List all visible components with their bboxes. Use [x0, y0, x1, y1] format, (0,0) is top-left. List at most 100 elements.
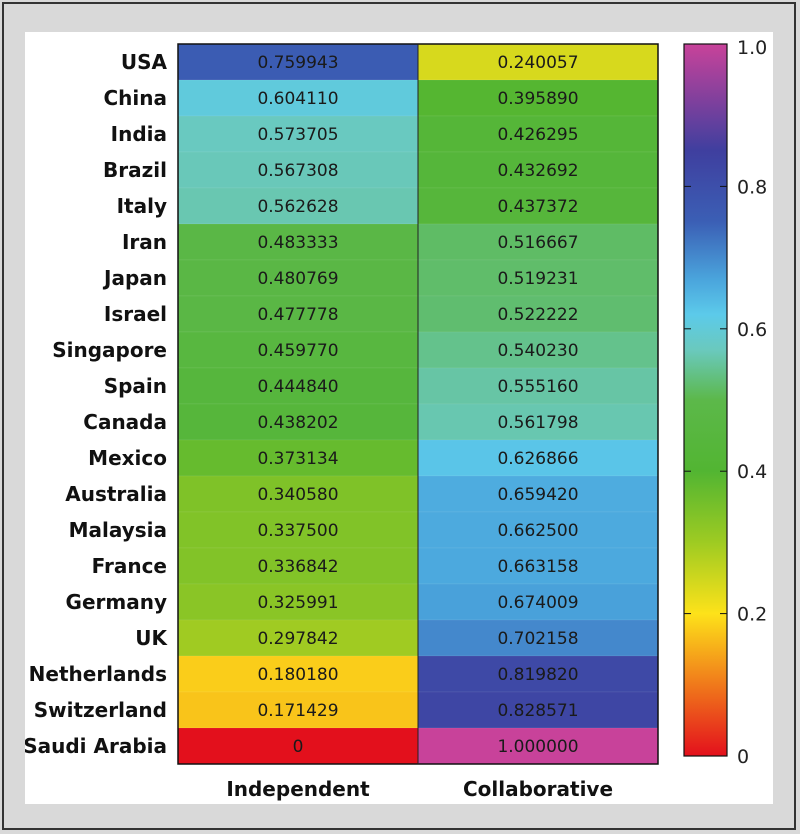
cell-value-label: 0.519231 — [497, 269, 578, 289]
heatmap-cell — [177, 187, 419, 225]
cell-value-label: 0.480769 — [257, 269, 338, 289]
cell-value-label: 0.516667 — [497, 233, 578, 253]
cell-value-label: 0.555160 — [497, 377, 578, 397]
row-label: Spain — [104, 374, 167, 398]
colorbar-tick-label: 0.8 — [737, 176, 767, 198]
cell-value-label: 0.540230 — [497, 341, 578, 361]
cell-value-label: 0.240057 — [497, 53, 578, 73]
cell-value-label: 0.663158 — [497, 557, 578, 577]
row-label: China — [103, 86, 167, 110]
cell-value-label: 0.674009 — [497, 593, 578, 613]
colorbar-tick-label: 1.0 — [737, 37, 767, 59]
row-label: India — [111, 122, 167, 146]
cell-value-label: 0.759943 — [257, 53, 338, 73]
row-label: Singapore — [52, 338, 167, 362]
cell-value-label: 0.567308 — [257, 161, 338, 181]
heatmap-cell — [417, 727, 659, 765]
heatmap-cell — [177, 511, 419, 549]
row-label: France — [92, 554, 167, 578]
heatmap-cell — [177, 367, 419, 405]
heatmap-cell — [177, 151, 419, 189]
cell-value-label: 0.437372 — [497, 197, 578, 217]
row-label: UK — [135, 626, 168, 650]
row-label: Mexico — [88, 446, 167, 470]
cell-value-label: 0.659420 — [497, 485, 578, 505]
heatmap-cell — [177, 727, 419, 765]
row-label: Japan — [102, 266, 167, 290]
cell-value-label: 0.522222 — [497, 305, 578, 325]
heatmap-cell — [177, 655, 419, 693]
row-label: USA — [121, 50, 168, 74]
heatmap-cell — [177, 331, 419, 369]
cell-value-label: 0.432692 — [497, 161, 578, 181]
heatmap-cell — [177, 295, 419, 333]
row-label: Israel — [104, 302, 167, 326]
heatmap-cell — [177, 475, 419, 513]
cell-value-label: 0.180180 — [257, 665, 338, 685]
cell-value-label: 0.626866 — [497, 449, 578, 469]
row-label: Saudi Arabia — [25, 734, 167, 758]
row-label: Switzerland — [34, 698, 167, 722]
cell-value-label: 0.828571 — [497, 701, 578, 721]
heatmap-cell — [417, 583, 659, 621]
heatmap-cell — [417, 295, 659, 333]
colorbar-ticks: 0 0.2 0.4 0.6 0.8 1.0 — [684, 37, 767, 768]
cell-value-label: 0.562628 — [257, 197, 338, 217]
heatmap-cell — [177, 223, 419, 261]
cell-value-label: 0.336842 — [257, 557, 338, 577]
cell-value-label: 0.297842 — [257, 629, 338, 649]
cell-value-label: 0.459770 — [257, 341, 338, 361]
heatmap-cell — [417, 691, 659, 729]
cell-value-label: 0.171429 — [257, 701, 338, 721]
cell-value-label: 0.573705 — [257, 125, 338, 145]
cell-value-label: 0.373134 — [257, 449, 338, 469]
row-label: Germany — [66, 590, 167, 614]
row-label: Canada — [83, 410, 167, 434]
heatmap-cell — [177, 439, 419, 477]
heatmap-cell — [417, 547, 659, 585]
colorbar-tick-label: 0.2 — [737, 604, 767, 626]
cell-value-label: 0 — [293, 737, 304, 757]
heatmap-cell — [417, 79, 659, 117]
colorbar-tick-label: 0 — [737, 746, 749, 768]
heatmap-cell — [177, 403, 419, 441]
heatmap-cell — [417, 511, 659, 549]
cell-value-label: 0.340580 — [257, 485, 338, 505]
heatmap-cells: 0.759943 0.240057 0.604110 0.395890 0.573705… — [177, 43, 659, 765]
cell-value-label: 0.438202 — [257, 413, 338, 433]
heatmap-cell — [417, 367, 659, 405]
row-label: Italy — [117, 194, 167, 218]
heatmap-cell — [417, 655, 659, 693]
heatmap-cell — [417, 259, 659, 297]
colorbar-tick-label: 0.4 — [737, 461, 767, 483]
heatmap-chart: 0.759943 0.240057 0.604110 0.395890 0.573705… — [25, 37, 767, 801]
cell-value-label: 1.000000 — [497, 737, 578, 757]
column-label: Collaborative — [463, 777, 613, 801]
cell-value-label: 0.337500 — [257, 521, 338, 541]
cell-value-label: 0.483333 — [257, 233, 338, 253]
row-label: Brazil — [103, 158, 167, 182]
heatmap-cell — [417, 439, 659, 477]
row-label: Malaysia — [69, 518, 167, 542]
colorbar-tick-label: 0.6 — [737, 319, 767, 341]
cell-value-label: 0.561798 — [497, 413, 578, 433]
row-label: Netherlands — [29, 662, 167, 686]
cell-value-label: 0.444840 — [257, 377, 338, 397]
cell-value-label: 0.662500 — [497, 521, 578, 541]
cell-value-label: 0.426295 — [497, 125, 578, 145]
cell-value-label: 0.819820 — [497, 665, 578, 685]
heatmap-cell — [417, 187, 659, 225]
heatmap-cell — [177, 259, 419, 297]
column-label: Independent — [226, 777, 370, 801]
column-labels: Independent Collaborative — [226, 777, 613, 801]
row-labels: USA China India Brazil Italy Iran Japan Israel S… — [25, 50, 168, 758]
heatmap-cell — [177, 79, 419, 117]
row-label: Iran — [122, 230, 167, 254]
cell-value-label: 0.325991 — [257, 593, 338, 613]
cell-value-label: 0.395890 — [497, 89, 578, 109]
colorbar — [683, 43, 728, 757]
cell-value-label: 0.477778 — [257, 305, 338, 325]
heatmap-cell — [177, 115, 419, 153]
chart-panel: 0.759943 0.240057 0.604110 0.395890 0.573705… — [25, 32, 773, 804]
row-label: Australia — [65, 482, 167, 506]
